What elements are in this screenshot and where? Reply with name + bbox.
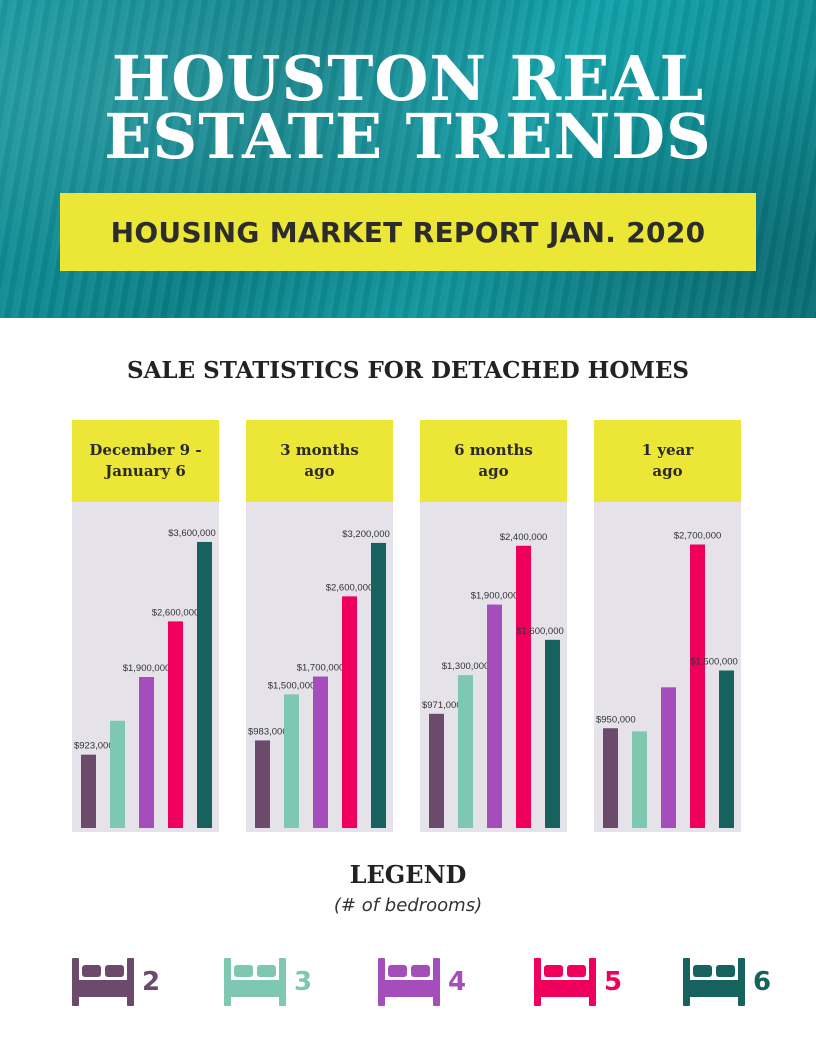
legend-subtitle: (# of bedrooms)	[333, 895, 483, 916]
bar-chart: $983,000 $1,500,000 $1,700,000 $2,600,000 $3…	[248, 529, 390, 828]
bar-value-label: $1,300,000	[442, 661, 490, 672]
chart-panel-1-year: 1 year ago $950,000 $2,700,000 $1,500,000	[594, 420, 741, 832]
bar-3-bedrooms	[632, 731, 647, 828]
legend-item-3-bedrooms: 3	[224, 956, 312, 1008]
bar-value-label: $1,700,000	[297, 663, 345, 674]
bar-4-bedrooms	[139, 677, 154, 828]
bar-value-label: $950,000	[596, 714, 636, 725]
chart-panel-6-months: 6 months ago $971,000 $1,300,000 $1,900,00…	[420, 420, 567, 832]
subtitle-banner: HOUSING MARKET REPORT JAN. 2020	[60, 193, 756, 271]
legend-label: 4	[448, 967, 467, 997]
bar-4-bedrooms	[487, 604, 502, 828]
legend-label: 2	[142, 967, 161, 997]
bar-3-bedrooms	[458, 675, 473, 828]
legend-label: 6	[753, 967, 772, 997]
bar-2-bedrooms	[429, 713, 444, 828]
bar-2-bedrooms	[603, 728, 618, 828]
bar-5-bedrooms	[168, 621, 183, 828]
panel-header: 1 year ago	[594, 420, 741, 502]
bar-4-bedrooms	[313, 676, 328, 828]
bar-value-label: $1,900,000	[471, 591, 519, 602]
bar-2-bedrooms	[81, 754, 96, 828]
panel-title: 1 year ago	[641, 441, 694, 480]
bar-value-label: $2,400,000	[500, 532, 548, 543]
panel-chart-area: $971,000 $1,300,000 $1,900,000 $2,400,000 $1…	[420, 502, 567, 832]
legend-item-2-bedrooms: 2	[72, 956, 160, 1008]
bar-value-label: $3,200,000	[342, 529, 390, 540]
bar-5-bedrooms	[690, 544, 705, 828]
bar-6-bedrooms	[719, 670, 734, 828]
bar-6-bedrooms	[371, 542, 386, 828]
panel-chart-area: $923,000 $1,900,000 $2,600,000 $3,600,000	[72, 502, 219, 832]
main-title: HOUSTON REAL ESTATE TRENDS	[104, 42, 712, 173]
panel-header: 3 months ago	[246, 420, 393, 502]
header-banner: HOUSTON REAL ESTATE TRENDS HOUSING MARKE…	[0, 0, 816, 318]
bar-chart: $971,000 $1,300,000 $1,900,000 $2,400,000 $1…	[422, 532, 564, 828]
bar-value-label: $2,700,000	[674, 531, 722, 542]
panel-title: 3 months ago	[280, 441, 359, 480]
bar-value-label: $1,600,000	[516, 626, 564, 637]
panel-chart-area: $950,000 $2,700,000 $1,500,000	[594, 502, 741, 832]
bar-6-bedrooms	[197, 541, 212, 828]
legend-item-6-bedrooms: 6	[683, 956, 771, 1008]
panel-chart-area: $983,000 $1,500,000 $1,700,000 $2,600,000 $3…	[246, 502, 393, 832]
bar-value-label: $1,500,000	[690, 657, 738, 668]
bed-icon	[224, 958, 286, 1006]
section-heading: SALE STATISTICS FOR DETACHED HOMES	[126, 357, 690, 384]
chart-panel-dec-jan: December 9 - January 6 $923,000 $1,900,00…	[72, 420, 219, 832]
panel-title: 6 months ago	[454, 441, 533, 480]
bed-icon	[378, 958, 440, 1006]
panel-header: 6 months ago	[420, 420, 567, 502]
bed-icon	[72, 958, 134, 1006]
bar-value-label: $1,900,000	[123, 663, 171, 674]
legend-title: LEGEND	[349, 860, 467, 889]
chart-panel-3-months: 3 months ago $983,000 $1,500,000 $1,700,00…	[246, 420, 393, 832]
panel-title: December 9 - January 6	[89, 441, 202, 480]
bar-value-label: $3,600,000	[168, 528, 216, 539]
bar-3-bedrooms	[110, 720, 125, 828]
bar-value-label: $2,600,000	[326, 582, 374, 593]
legend-label: 5	[604, 967, 623, 997]
bar-6-bedrooms	[545, 639, 560, 828]
bar-value-label: $923,000	[74, 741, 114, 752]
bar-chart: $950,000 $2,700,000 $1,500,000	[596, 531, 738, 828]
bar-3-bedrooms	[284, 694, 299, 828]
legend-label: 3	[294, 967, 313, 997]
bar-2-bedrooms	[255, 740, 270, 828]
legend-item-4-bedrooms: 4	[378, 956, 466, 1008]
bar-value-label: $983,000	[248, 726, 288, 737]
subtitle-text: HOUSING MARKET REPORT JAN. 2020	[110, 215, 706, 249]
bar-value-label: $971,000	[422, 700, 462, 711]
bed-icon	[534, 958, 596, 1006]
legend-item-5-bedrooms: 5	[534, 956, 622, 1008]
bed-icon	[683, 958, 745, 1006]
bar-chart: $923,000 $1,900,000 $2,600,000 $3,600,000	[74, 528, 216, 828]
bar-4-bedrooms	[661, 687, 676, 828]
bar-value-label: $2,600,000	[152, 607, 200, 618]
panel-header: December 9 - January 6	[72, 420, 219, 502]
bar-value-label: $1,500,000	[268, 680, 316, 691]
bar-5-bedrooms	[342, 596, 357, 828]
bar-5-bedrooms	[516, 545, 531, 828]
